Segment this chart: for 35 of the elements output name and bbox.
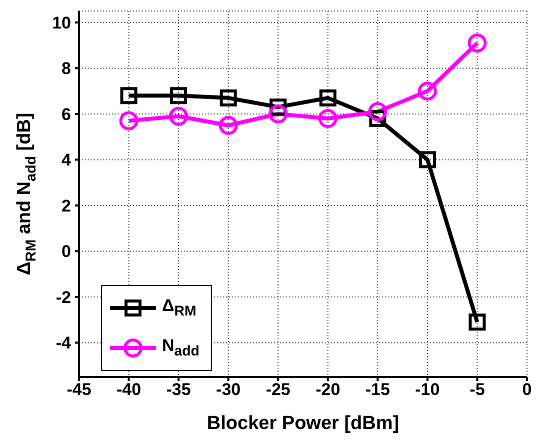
- y-tick-label: 8: [62, 59, 71, 78]
- point: [119, 111, 138, 130]
- point: [170, 87, 188, 104]
- point: [318, 109, 338, 128]
- point: [268, 104, 288, 124]
- point: [319, 89, 336, 106]
- y-tick-label: 6: [62, 104, 71, 124]
- legend-label: N$_{add}$: [162, 336, 200, 360]
- legend-label: Δ$_{RM}$: [162, 296, 196, 320]
- x-tick-label: -45: [66, 380, 92, 400]
- y-tick-label: 2: [62, 196, 71, 216]
- y-tick-label: 4: [62, 150, 72, 170]
- x-tick-label: -10: [415, 380, 440, 400]
- y-tick-label: -2: [56, 288, 71, 307]
- x-tick-label: -5: [470, 380, 485, 400]
- point: [220, 89, 237, 106]
- x-tick-label: -20: [316, 380, 340, 400]
- point: [218, 116, 238, 135]
- point: [368, 102, 388, 122]
- x-tick-label: -35: [166, 380, 191, 400]
- point: [418, 82, 437, 101]
- point: [169, 106, 188, 126]
- x-tick-label: -30: [216, 380, 241, 400]
- x-tick-label: -40: [116, 380, 142, 400]
- point: [418, 151, 436, 168]
- x-axis-title: Blocker Power [dBm]: [206, 413, 400, 434]
- x-tick-label: 0: [522, 380, 532, 400]
- y-tick-label: 0: [62, 242, 71, 262]
- x-tick-label: -15: [365, 380, 390, 400]
- point: [120, 87, 138, 104]
- point: [468, 314, 486, 331]
- y-tick-label: -4: [56, 334, 72, 353]
- point: [468, 34, 487, 53]
- y-tick-label: 10: [52, 13, 71, 32]
- x-tick-label: -25: [266, 380, 290, 400]
